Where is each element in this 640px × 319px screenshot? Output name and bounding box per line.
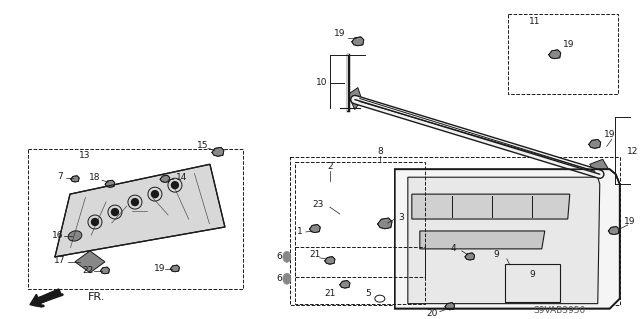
Polygon shape xyxy=(352,37,364,46)
Text: 14: 14 xyxy=(176,173,188,182)
Text: 1: 1 xyxy=(297,227,303,236)
Polygon shape xyxy=(340,280,350,288)
Text: 19: 19 xyxy=(334,29,346,38)
Bar xyxy=(290,157,620,305)
Polygon shape xyxy=(609,226,619,234)
Polygon shape xyxy=(170,265,179,272)
Polygon shape xyxy=(212,147,224,156)
Text: FR.: FR. xyxy=(88,292,106,302)
Polygon shape xyxy=(465,253,475,260)
Text: 20: 20 xyxy=(426,309,438,318)
Text: 3: 3 xyxy=(398,212,404,221)
Text: 10: 10 xyxy=(316,78,328,87)
Text: 9: 9 xyxy=(529,270,534,279)
Text: 13: 13 xyxy=(79,151,91,160)
Polygon shape xyxy=(55,164,225,257)
Polygon shape xyxy=(395,169,620,308)
Polygon shape xyxy=(445,303,454,310)
Polygon shape xyxy=(589,139,601,148)
Bar xyxy=(295,162,425,277)
Text: S9VAB3950: S9VAB3950 xyxy=(534,306,586,315)
Polygon shape xyxy=(420,231,545,249)
Polygon shape xyxy=(408,177,600,304)
Bar xyxy=(28,149,243,289)
Ellipse shape xyxy=(283,251,291,262)
Circle shape xyxy=(131,199,138,205)
Text: 2: 2 xyxy=(327,162,333,171)
Polygon shape xyxy=(310,225,320,233)
Text: 8: 8 xyxy=(377,147,383,156)
Text: 12: 12 xyxy=(627,147,639,156)
Text: 6: 6 xyxy=(276,274,282,283)
Text: 15: 15 xyxy=(197,141,209,150)
Bar xyxy=(508,14,618,93)
Circle shape xyxy=(172,182,179,189)
Polygon shape xyxy=(100,267,109,274)
Polygon shape xyxy=(378,218,392,229)
Text: 22: 22 xyxy=(83,266,93,275)
Circle shape xyxy=(111,209,118,216)
Polygon shape xyxy=(71,176,79,182)
Ellipse shape xyxy=(68,231,82,241)
Text: 19: 19 xyxy=(563,40,575,49)
Polygon shape xyxy=(589,159,610,179)
Circle shape xyxy=(92,219,99,226)
Text: 19: 19 xyxy=(154,264,166,273)
Text: 7: 7 xyxy=(57,172,63,181)
Text: 6: 6 xyxy=(276,252,282,261)
Text: 9: 9 xyxy=(493,250,499,259)
Text: 23: 23 xyxy=(312,200,324,209)
Text: 21: 21 xyxy=(324,289,335,298)
Text: 19: 19 xyxy=(624,217,636,226)
Text: 5: 5 xyxy=(365,289,371,298)
Text: 11: 11 xyxy=(529,18,541,26)
Polygon shape xyxy=(105,180,115,187)
Polygon shape xyxy=(75,251,105,273)
Polygon shape xyxy=(348,88,362,109)
Ellipse shape xyxy=(283,273,291,284)
Text: 21: 21 xyxy=(309,250,321,259)
Polygon shape xyxy=(412,194,570,219)
Polygon shape xyxy=(160,175,170,182)
Bar xyxy=(295,247,425,304)
Text: 17: 17 xyxy=(54,256,66,265)
Bar xyxy=(505,264,560,302)
Text: 18: 18 xyxy=(89,173,100,182)
Text: 19: 19 xyxy=(604,130,616,139)
Text: 16: 16 xyxy=(52,232,64,241)
Text: 4: 4 xyxy=(451,244,456,253)
Polygon shape xyxy=(548,50,561,59)
Circle shape xyxy=(152,191,159,197)
Polygon shape xyxy=(324,256,335,264)
FancyArrow shape xyxy=(30,289,61,307)
